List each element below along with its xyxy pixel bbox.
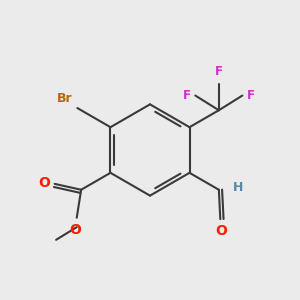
Text: O: O [215,224,227,239]
Text: H: H [233,181,243,194]
Text: Br: Br [56,92,72,104]
Text: F: F [183,89,190,102]
Text: O: O [38,176,50,190]
Text: O: O [69,223,81,237]
Text: F: F [247,89,255,102]
Text: F: F [215,65,223,78]
